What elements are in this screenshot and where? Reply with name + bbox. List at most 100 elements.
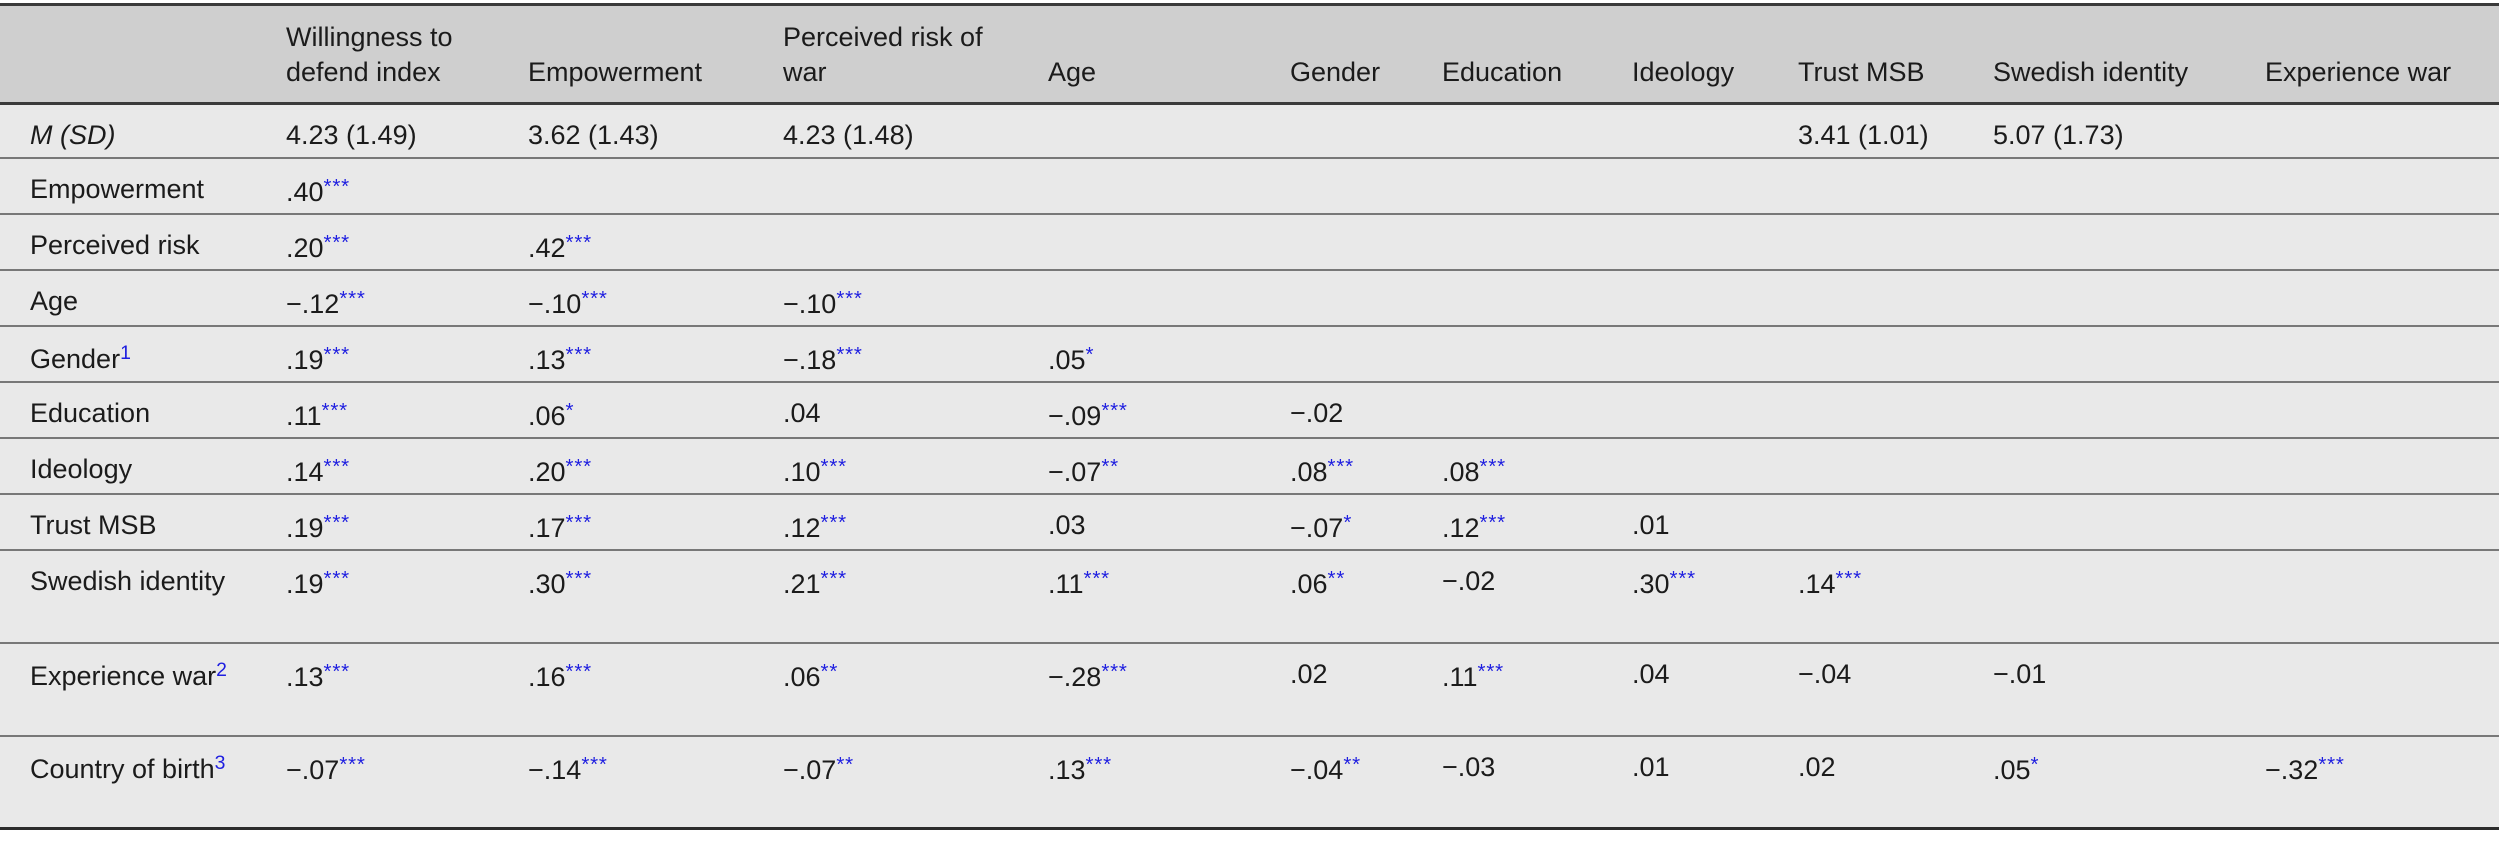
cell-value: 4.23 (1.48) [783, 120, 914, 150]
cell-value: .20 [528, 456, 566, 487]
value-cell [1977, 213, 2249, 271]
cell-value: .06 [1290, 568, 1328, 599]
value-cell: .01 [1616, 493, 1782, 551]
row-label-text: Age [30, 285, 79, 316]
value-cell [1616, 103, 1782, 159]
value-cell: −.04 [1782, 642, 1977, 737]
value-cell: −.07** [767, 736, 1032, 829]
cell-value: .01 [1632, 509, 1670, 540]
significance-stars: *** [323, 510, 350, 534]
value-cell: .20*** [270, 213, 512, 271]
table-row: Perceived risk .20*** .42*** [0, 213, 2499, 271]
cell-value: .02 [1798, 751, 1836, 782]
cell-value: .40 [286, 176, 324, 207]
significance-stars: *** [323, 454, 350, 478]
row-label-text: Swedish identity [30, 565, 226, 596]
value-cell: .30*** [1616, 549, 1782, 644]
value-cell: .04 [1616, 642, 1782, 737]
cell-value: −.09 [1048, 400, 1102, 431]
cell-value: .11 [1442, 661, 1478, 692]
value-cell [1032, 213, 1274, 271]
column-header: Age [1032, 4, 1274, 105]
cell-value: .01 [1632, 751, 1670, 782]
cell-value: .11 [1048, 568, 1084, 599]
value-cell [1426, 269, 1616, 327]
value-cell: .19*** [270, 493, 512, 551]
value-cell [2249, 493, 2499, 551]
cell-value: .14 [1798, 568, 1836, 599]
value-cell: −.14*** [512, 736, 767, 829]
significance-stars: *** [1101, 398, 1128, 422]
significance-stars: *** [1101, 659, 1128, 683]
cell-value: .11 [286, 400, 322, 431]
value-cell: −.12*** [270, 269, 512, 327]
row-label: Experience war2 [0, 642, 270, 737]
row-label: Gender1 [0, 325, 270, 383]
significance-stars: ** [1343, 752, 1361, 776]
cell-value: .12 [783, 512, 821, 543]
value-cell: .13*** [512, 325, 767, 383]
cell-value: 4.23 (1.49) [286, 120, 417, 150]
value-cell [2249, 269, 2499, 327]
value-cell: .02 [1782, 736, 1977, 829]
value-cell: .14*** [270, 437, 512, 495]
cell-value: .02 [1290, 658, 1328, 689]
value-cell: .01 [1616, 736, 1782, 829]
value-cell [1977, 493, 2249, 551]
value-cell [2249, 157, 2499, 215]
value-cell: −.09*** [1032, 381, 1274, 439]
significance-stars: *** [565, 510, 592, 534]
significance-stars: *** [565, 230, 592, 254]
row-label: Trust MSB [0, 493, 270, 551]
column-header: Ideology [1616, 4, 1782, 105]
value-cell: .02 [1274, 642, 1426, 737]
cell-value: −.07 [286, 754, 340, 785]
value-cell [1782, 437, 1977, 495]
value-cell: .04 [767, 381, 1032, 439]
cell-value: −.07 [1290, 512, 1344, 543]
value-cell [2249, 549, 2499, 644]
cell-value: −.02 [1290, 397, 1344, 428]
cell-value: .30 [528, 568, 566, 599]
significance-stars: *** [1835, 566, 1862, 590]
row-label: Education [0, 381, 270, 439]
cell-value: .06 [783, 661, 821, 692]
value-cell: 5.07 (1.73) [1977, 103, 2249, 159]
value-cell: 4.23 (1.49) [270, 103, 512, 159]
value-cell [1977, 157, 2249, 215]
value-cell [1782, 381, 1977, 439]
value-cell [2249, 381, 2499, 439]
value-cell: .11*** [270, 381, 512, 439]
table-row: Gender1.19*** .13*** −.18*** .05* [0, 325, 2499, 383]
cell-value: −.04 [1798, 658, 1852, 689]
significance-stars: *** [565, 659, 592, 683]
significance-stars: *** [339, 752, 366, 776]
row-label-text: Trust MSB [30, 509, 157, 540]
value-cell: .05* [1032, 325, 1274, 383]
footnote-marker: 2 [216, 659, 227, 682]
value-cell [1426, 325, 1616, 383]
value-cell [512, 157, 767, 215]
value-cell: −.07* [1274, 493, 1426, 551]
value-cell [1032, 269, 1274, 327]
value-cell: 4.23 (1.48) [767, 103, 1032, 159]
significance-stars: *** [820, 510, 847, 534]
cell-value: .05 [1048, 344, 1086, 375]
table-row: Country of birth3 −.07*** −.14*** −.07** .13… [0, 735, 2499, 829]
cell-value: .13 [1048, 754, 1086, 785]
value-cell: −.02 [1274, 381, 1426, 439]
correlation-table: Willingness to defend index Empowerment Pe… [0, 3, 2499, 830]
value-cell: −.01 [1977, 642, 2249, 737]
significance-stars: * [1085, 342, 1095, 366]
cell-value: −.12 [286, 288, 340, 319]
significance-stars: *** [323, 342, 350, 366]
value-cell: .12*** [1426, 493, 1616, 551]
value-cell [1616, 437, 1782, 495]
row-label: Perceived risk [0, 213, 270, 271]
significance-stars: *** [565, 342, 592, 366]
cell-value: 5.07 (1.73) [1993, 120, 2124, 150]
row-label: M (SD) [0, 103, 270, 159]
row-label: Age [0, 269, 270, 327]
value-cell: .20*** [512, 437, 767, 495]
value-cell: .11*** [1032, 549, 1274, 644]
